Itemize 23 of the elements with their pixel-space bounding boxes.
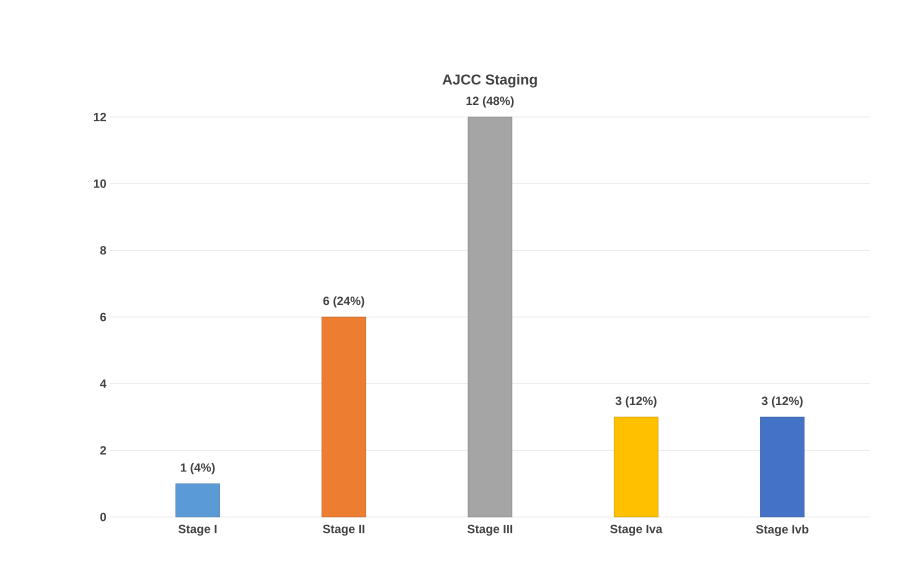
x-tick-label: Stage II (322, 524, 364, 536)
y-tick-label: 4 (100, 380, 106, 388)
x-tick-label: Stage I (178, 524, 216, 536)
y-tick-label: 2 (100, 446, 106, 455)
x-tick-label: Stage III (467, 524, 512, 536)
bar (175, 483, 220, 518)
y-tick-label: 10 (94, 179, 106, 188)
bar (614, 416, 658, 518)
data-label: 12 (48%) (466, 96, 514, 108)
y-tick-label: 0 (100, 512, 106, 522)
bar (322, 316, 366, 518)
y-tick-label: 8 (100, 246, 106, 255)
x-tick-label: Stage Ivb (756, 524, 808, 536)
bar (760, 416, 805, 518)
bar (468, 116, 512, 518)
data-label: 6 (24%) (323, 296, 364, 308)
x-tick-label: Stage Iva (610, 524, 662, 536)
chart-title: AJCC Staging (442, 74, 537, 88)
y-tick-label: 6 (100, 312, 106, 322)
y-tick-label: 12 (94, 112, 106, 122)
data-label: 1 (4%) (180, 463, 215, 474)
data-label: 3 (12%) (616, 396, 656, 408)
data-label: 3 (12%) (762, 396, 803, 408)
